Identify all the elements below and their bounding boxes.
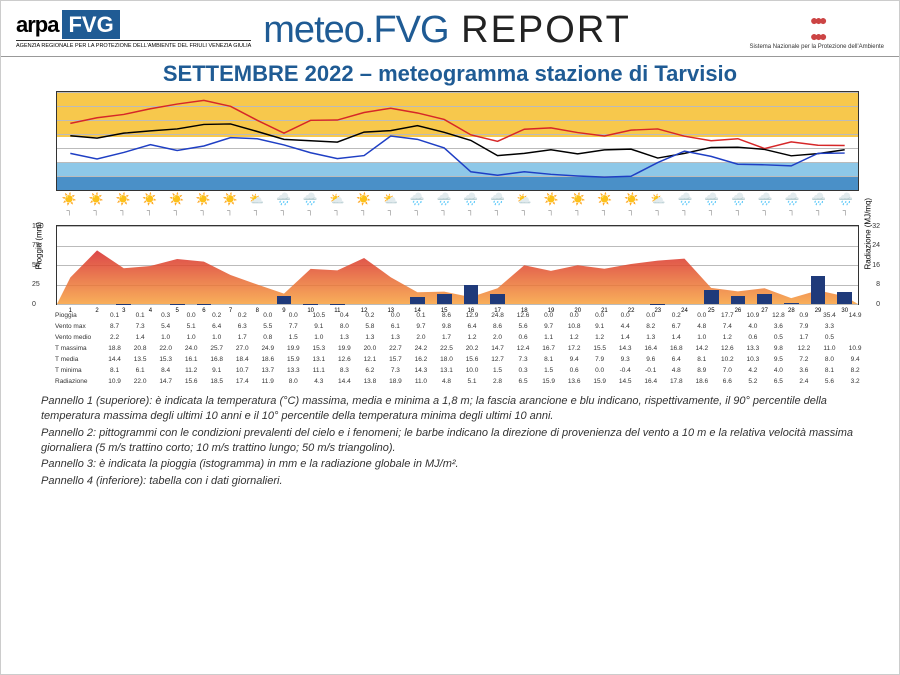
weather-icon: ☀️┐ xyxy=(538,191,565,225)
precip-bar xyxy=(484,226,511,304)
weather-icon: 🌧️┐ xyxy=(779,191,806,225)
agency-name: agenzia regionale per la protezione dell… xyxy=(16,40,251,50)
precip-bar xyxy=(191,226,218,304)
weather-icon: 🌧️┐ xyxy=(431,191,458,225)
caption-1: Pannello 1 (superiore): è indicata la te… xyxy=(41,394,859,424)
table-row: T massima18.820.822.024.025.727.024.919.… xyxy=(55,344,867,353)
precip-bar xyxy=(751,226,778,304)
snpa-text: Sistema Nazionale per la Protezione dell… xyxy=(749,44,884,50)
weather-icon: ⛅┐ xyxy=(377,191,404,225)
weather-icons-panel: ☀️┐☀️┐☀️┐☀️┐☀️┐☀️┐☀️┐⛅┐🌧️┐🌧️┐⛅┐☀️┐⛅┐🌧️┐🌧… xyxy=(56,191,859,225)
weather-icon: ⛅┐ xyxy=(511,191,538,225)
snpa-logo: ●●●●●● Sistema Nazionale per la Protezio… xyxy=(749,12,884,50)
weather-icon: ☀️┐ xyxy=(190,191,217,225)
weather-icon: 🌧️┐ xyxy=(672,191,699,225)
arpa-text: arpa xyxy=(16,12,58,37)
captions: Pannello 1 (superiore): è indicata la te… xyxy=(41,394,859,489)
radiation-ylabel: Radiazione (MJ/mq) xyxy=(864,198,873,270)
precip-bar xyxy=(458,226,485,304)
precip-bar xyxy=(110,226,137,304)
weather-icon: ☀️┐ xyxy=(83,191,110,225)
precip-ylabel: Pioggia (mm) xyxy=(34,222,43,270)
weather-icon: ☀️┐ xyxy=(163,191,190,225)
precip-bar xyxy=(431,226,458,304)
caption-3: Pannello 3: è indicata la pioggia (istog… xyxy=(41,457,859,472)
table-row: T minima8.16.18.411.29.110.713.713.311.1… xyxy=(55,366,867,375)
precip-bar xyxy=(618,226,645,304)
precip-bar xyxy=(84,226,111,304)
title-report: REPORT xyxy=(449,9,631,51)
caption-2: Pannello 2: pittogrammi con le condizion… xyxy=(41,426,859,456)
weather-icon: 🌧️┐ xyxy=(484,191,511,225)
weather-icon: 🌧️┐ xyxy=(725,191,752,225)
precip-bar xyxy=(377,226,404,304)
weather-icon: 🌧️┐ xyxy=(832,191,859,225)
header: arpaFVG agenzia regionale per la protezi… xyxy=(1,1,899,54)
precip-bar xyxy=(351,226,378,304)
weather-icon: ⛅┐ xyxy=(243,191,270,225)
temperature-panel: Temperatura (°C) -5051015202530 xyxy=(56,91,859,191)
weather-icon: ☀️┐ xyxy=(618,191,645,225)
main-title: meteo.FVG REPORT xyxy=(263,9,631,52)
table-row: Vento medio2.21.41.01.01.01.70.81.51.01.… xyxy=(55,333,867,342)
weather-icon: ☀️┐ xyxy=(56,191,83,225)
precip-bar xyxy=(591,226,618,304)
precip-bar xyxy=(644,226,671,304)
weather-icon: 🌧️┐ xyxy=(752,191,779,225)
precip-bar xyxy=(57,226,84,304)
precip-bar xyxy=(297,226,324,304)
precip-bar xyxy=(671,226,698,304)
precip-bar xyxy=(271,226,298,304)
precip-bar xyxy=(725,226,752,304)
logo-arpa: arpaFVG agenzia regionale per la protezi… xyxy=(16,12,251,50)
weather-icon: ⛅┐ xyxy=(324,191,351,225)
meteogram: Temperatura (°C) -5051015202530 ☀️┐☀️┐☀️… xyxy=(56,91,859,305)
table-row: Vento max8.77.35.45.16.46.35.57.79.18.05… xyxy=(55,322,867,331)
precip-bar xyxy=(538,226,565,304)
weather-icon: 🌧️┐ xyxy=(404,191,431,225)
precip-bar xyxy=(404,226,431,304)
precip-bar xyxy=(244,226,271,304)
precip-bar xyxy=(778,226,805,304)
subtitle: SETTEMBRE 2022 – meteogramma stazione di… xyxy=(1,61,899,87)
title-meteo: meteo. xyxy=(263,9,373,51)
caption-4: Pannello 4 (inferiore): tabella con i da… xyxy=(41,474,859,489)
weather-icon: 🌧️┐ xyxy=(297,191,324,225)
weather-icon: ☀️┐ xyxy=(565,191,592,225)
weather-icon: ☀️┐ xyxy=(110,191,137,225)
weather-icon: ⛅┐ xyxy=(645,191,672,225)
weather-icon: ☀️┐ xyxy=(136,191,163,225)
precip-radiation-panel: 0255075100 08162432 Pioggia (mm) Radiazi… xyxy=(56,225,859,305)
precip-bar xyxy=(324,226,351,304)
weather-icon: 🌧️┐ xyxy=(270,191,297,225)
weather-icon: 🌧️┐ xyxy=(805,191,832,225)
precip-bar xyxy=(805,226,832,304)
precip-bar xyxy=(217,226,244,304)
table-row: Radiazione10.922.014.715.618.517.411.98.… xyxy=(55,377,867,386)
title-fvg: FVG xyxy=(373,9,448,51)
precip-bar xyxy=(831,226,858,304)
data-table: Pioggia0.10.10.30.00.20.20.00.010.50.40.… xyxy=(53,309,869,388)
precip-bar xyxy=(511,226,538,304)
precip-bar xyxy=(698,226,725,304)
weather-icon: 🌧️┐ xyxy=(698,191,725,225)
weather-icon: ☀️┐ xyxy=(591,191,618,225)
weather-icon: 🌧️┐ xyxy=(457,191,484,225)
weather-icon: ☀️┐ xyxy=(217,191,244,225)
fvg-badge: FVG xyxy=(62,10,119,39)
precip-bar xyxy=(564,226,591,304)
table-row: T media14.413.515.316.116.818.418.615.91… xyxy=(55,355,867,364)
precip-bar xyxy=(137,226,164,304)
weather-icon: ☀️┐ xyxy=(350,191,377,225)
precip-bar xyxy=(164,226,191,304)
